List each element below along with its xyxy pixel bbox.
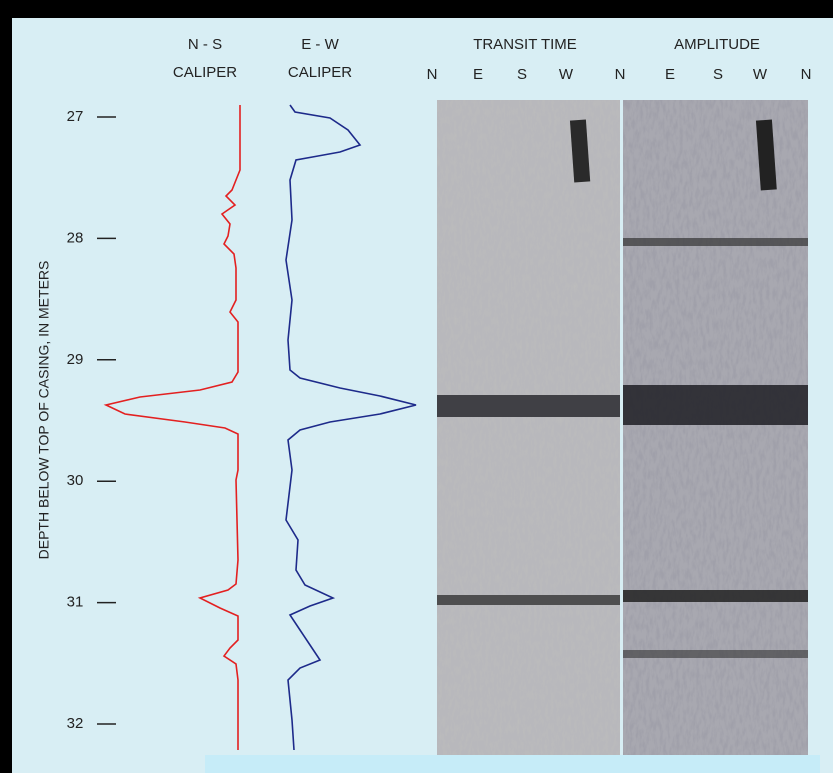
bottom-strip [205, 755, 820, 773]
transit-time-image [437, 100, 620, 755]
direction-label: N [427, 66, 438, 83]
direction-label: E [473, 66, 483, 83]
direction-label: W [753, 66, 768, 83]
depth-tick-label: 31 [67, 594, 84, 611]
column-header: CALIPER [173, 64, 237, 81]
ns-caliper-curve [103, 105, 241, 750]
direction-label: E [665, 66, 675, 83]
depth-tick-label: 32 [67, 715, 84, 732]
depth-tick-label: 28 [67, 229, 84, 246]
direction-label: S [713, 66, 723, 83]
column-header: AMPLITUDE [674, 36, 760, 53]
column-header: E - W [301, 36, 339, 53]
depth-tick-label: 30 [67, 472, 84, 489]
ew-caliper-curve [285, 104, 417, 751]
direction-label: N [615, 66, 626, 83]
amplitude-image [623, 100, 808, 755]
direction-label: W [559, 66, 574, 83]
depth-tick-label: 27 [67, 108, 84, 125]
column-header: TRANSIT TIME [473, 36, 577, 53]
column-header: CALIPER [288, 64, 352, 81]
column-header: N - S [188, 36, 222, 53]
direction-label: S [517, 66, 527, 83]
depth-axis-label: DEPTH BELOW TOP OF CASING, IN METERS [36, 261, 52, 560]
direction-label: N [801, 66, 812, 83]
depth-tick-label: 29 [67, 351, 84, 368]
